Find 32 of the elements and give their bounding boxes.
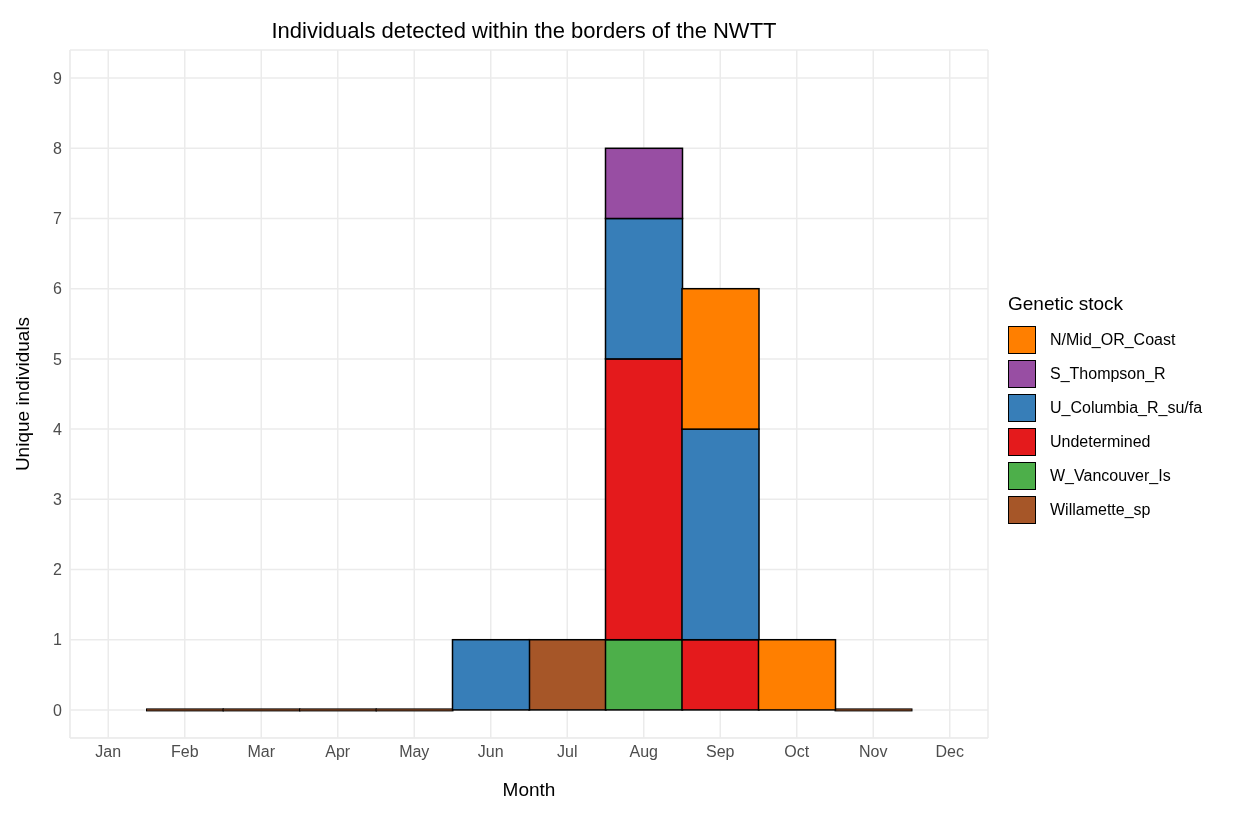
y-tick-label: 6: [53, 280, 63, 298]
x-tick-label: Nov: [859, 743, 888, 761]
y-tick-label: 1: [53, 631, 63, 649]
legend-label: N/Mid_OR_Coast: [1050, 331, 1176, 349]
y-tick-label: 8: [53, 139, 63, 157]
chart-title: Individuals detected within the borders of the NWTT: [270, 18, 778, 44]
y-tick-label: 0: [53, 701, 63, 719]
x-tick-label: May: [399, 743, 430, 761]
legend-label: S_Thompson_R: [1050, 365, 1166, 383]
legend-label: Undetermined: [1050, 433, 1151, 451]
x-tick-label: Jan: [95, 743, 122, 761]
y-tick-label: 7: [53, 210, 63, 228]
x-tick-label: Oct: [784, 743, 810, 761]
legend-label: Willamette_sp: [1050, 501, 1151, 519]
x-tick-label: Aug: [629, 743, 658, 761]
legend-label: U_Columbia_R_su/fa: [1050, 399, 1203, 417]
x-axis-title: Month: [502, 779, 556, 800]
x-tick-label: Apr: [325, 743, 351, 761]
y-axis-title: Unique individuals: [11, 316, 33, 472]
x-tick-label: Feb: [170, 743, 199, 761]
y-tick-label: 4: [53, 420, 63, 438]
x-tick-label: Dec: [935, 743, 964, 761]
y-tick-label: 2: [53, 561, 63, 579]
y-tick-label: 9: [53, 69, 63, 87]
x-tick-label: Jul: [557, 743, 578, 761]
y-tick-label: 3: [53, 490, 63, 508]
legend-label: W_Vancouver_Is: [1050, 467, 1171, 485]
legend-title: Genetic stock: [1008, 293, 1125, 315]
x-tick-label: Mar: [247, 743, 276, 761]
y-tick-label: 5: [53, 350, 63, 368]
x-tick-label: Jun: [477, 743, 504, 761]
x-tick-label: Sep: [706, 743, 735, 761]
